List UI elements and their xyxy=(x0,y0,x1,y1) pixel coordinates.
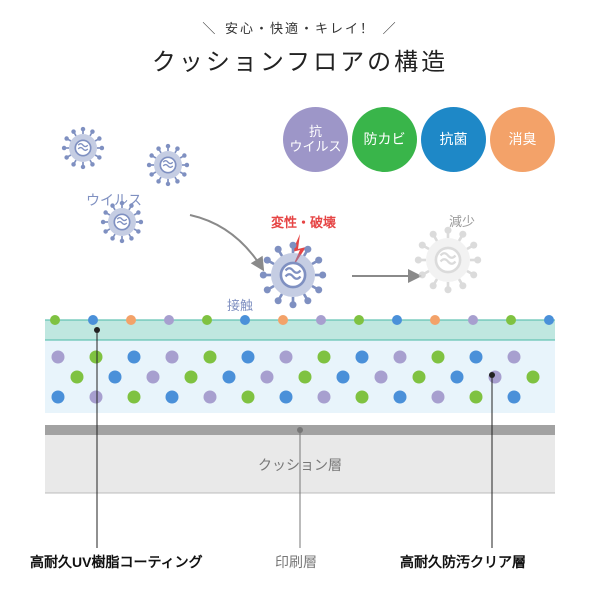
diagram-stage: ＼ 安心・快適・キレイ！ ／ クッションフロアの構造 抗 ウイルス防カビ抗菌消臭 xyxy=(0,0,600,600)
scene-svg xyxy=(0,0,600,600)
contact-label: 接触 xyxy=(227,295,253,314)
change-label: 変性・破壊 xyxy=(271,212,336,231)
coating-label: 高耐久UV樹脂コーティング xyxy=(30,552,203,572)
clear-label: 高耐久防汚クリア層 xyxy=(400,552,526,572)
layer-spacer xyxy=(45,413,555,425)
arrow-contact xyxy=(190,215,262,268)
print-label: 印刷層 xyxy=(275,552,317,572)
virus-label: ウイルス xyxy=(86,190,142,210)
cushion-label: クッション層 xyxy=(0,455,600,475)
decrease-label: 減少 xyxy=(449,211,475,230)
layer-uv xyxy=(45,320,555,340)
